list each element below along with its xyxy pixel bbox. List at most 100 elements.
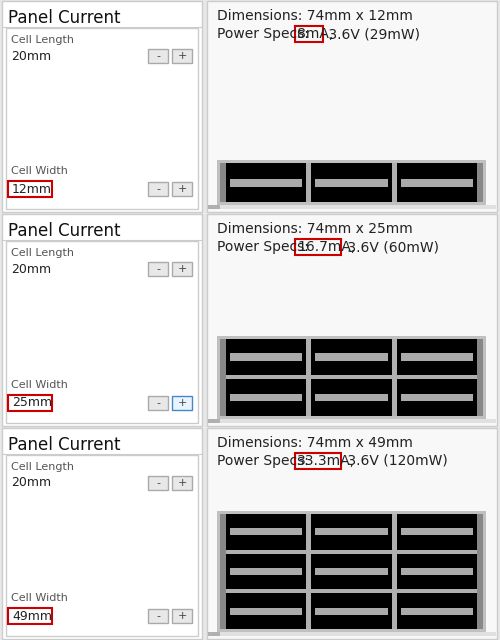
Bar [220, 339, 483, 415]
Bar [400, 607, 473, 615]
Bar [396, 339, 477, 375]
Bar [312, 163, 392, 202]
Text: 3.6V (120mW): 3.6V (120mW) [344, 454, 448, 468]
Text: 16.7mA,: 16.7mA, [298, 241, 356, 254]
Bar [477, 163, 483, 202]
Text: -: - [156, 184, 160, 195]
Bar [230, 528, 302, 536]
Bar [172, 182, 192, 196]
Bar [312, 339, 392, 375]
Bar [208, 205, 220, 209]
Bar [316, 179, 388, 187]
Text: Panel Current: Panel Current [8, 9, 120, 27]
Bar [148, 49, 168, 63]
Text: 20mm: 20mm [11, 49, 51, 63]
Bar [230, 179, 302, 187]
Bar [312, 379, 392, 415]
Bar [396, 163, 477, 202]
Bar [230, 394, 302, 401]
Bar [400, 179, 473, 187]
Bar [296, 26, 322, 42]
Text: -: - [156, 51, 160, 61]
Bar [207, 1, 497, 212]
Bar [230, 607, 302, 615]
Bar [306, 163, 312, 202]
Bar [312, 554, 392, 589]
Bar [316, 607, 388, 615]
Bar [396, 589, 477, 593]
Bar [6, 28, 198, 209]
Bar [230, 568, 302, 575]
Bar [8, 395, 52, 411]
Text: Dimensions: 74mm x 12mm: Dimensions: 74mm x 12mm [217, 9, 413, 23]
Text: 25mm: 25mm [12, 396, 52, 409]
Bar [226, 589, 306, 593]
Bar [316, 353, 388, 360]
Text: Cell Width: Cell Width [11, 380, 68, 390]
Bar [208, 632, 496, 636]
Bar [477, 339, 483, 415]
Text: 3.6V (60mW): 3.6V (60mW) [344, 241, 440, 254]
Bar [208, 419, 220, 422]
Bar [226, 379, 306, 415]
Bar [396, 554, 477, 589]
Text: +: + [178, 184, 186, 195]
Bar [477, 514, 483, 629]
Text: Cell Width: Cell Width [11, 593, 68, 603]
Bar [217, 511, 486, 632]
Bar [400, 394, 473, 401]
Text: 3.6V (29mW): 3.6V (29mW) [324, 27, 420, 41]
Text: 20mm: 20mm [11, 263, 51, 276]
Bar [396, 379, 477, 415]
Bar [316, 568, 388, 575]
Text: Power Specs:: Power Specs: [217, 27, 313, 41]
Text: +: + [178, 51, 186, 61]
Bar [208, 632, 220, 636]
Text: Panel Current: Panel Current [8, 222, 120, 241]
Text: 12mm: 12mm [12, 183, 52, 196]
Bar [217, 335, 486, 419]
Bar [172, 609, 192, 623]
Bar [217, 161, 486, 205]
Text: Power Specs:: Power Specs: [217, 454, 313, 468]
Text: Panel Current: Panel Current [8, 436, 120, 454]
Text: Cell Length: Cell Length [11, 461, 74, 472]
Bar [306, 514, 312, 629]
Bar [148, 262, 168, 276]
Bar [226, 593, 306, 629]
Text: +: + [178, 397, 186, 408]
Bar [312, 550, 392, 554]
Text: Cell Length: Cell Length [11, 35, 74, 45]
Bar [6, 454, 198, 636]
Bar [207, 428, 497, 639]
Bar [2, 214, 202, 426]
Text: +: + [178, 477, 186, 488]
Text: Dimensions: 74mm x 25mm: Dimensions: 74mm x 25mm [217, 222, 413, 236]
Bar [396, 550, 477, 554]
Bar [172, 476, 192, 490]
Bar [400, 528, 473, 536]
Bar [316, 528, 388, 536]
Bar [226, 375, 306, 379]
Bar [2, 1, 202, 212]
Bar [226, 554, 306, 589]
Bar [392, 339, 396, 415]
Text: 20mm: 20mm [11, 476, 51, 489]
Bar [220, 514, 226, 629]
Bar [400, 568, 473, 575]
Text: 49mm: 49mm [12, 609, 52, 623]
Bar [208, 419, 496, 422]
Bar [312, 589, 392, 593]
Bar [296, 239, 342, 255]
Bar [226, 550, 306, 554]
Text: Dimensions: 74mm x 49mm: Dimensions: 74mm x 49mm [217, 436, 413, 450]
Text: Cell Width: Cell Width [11, 166, 68, 177]
Bar [396, 514, 477, 550]
Bar [316, 394, 388, 401]
Bar [312, 514, 392, 550]
Text: 8mA,: 8mA, [298, 27, 334, 41]
Bar [226, 339, 306, 375]
Bar [8, 181, 52, 197]
Text: -: - [156, 264, 160, 275]
Text: +: + [178, 264, 186, 275]
